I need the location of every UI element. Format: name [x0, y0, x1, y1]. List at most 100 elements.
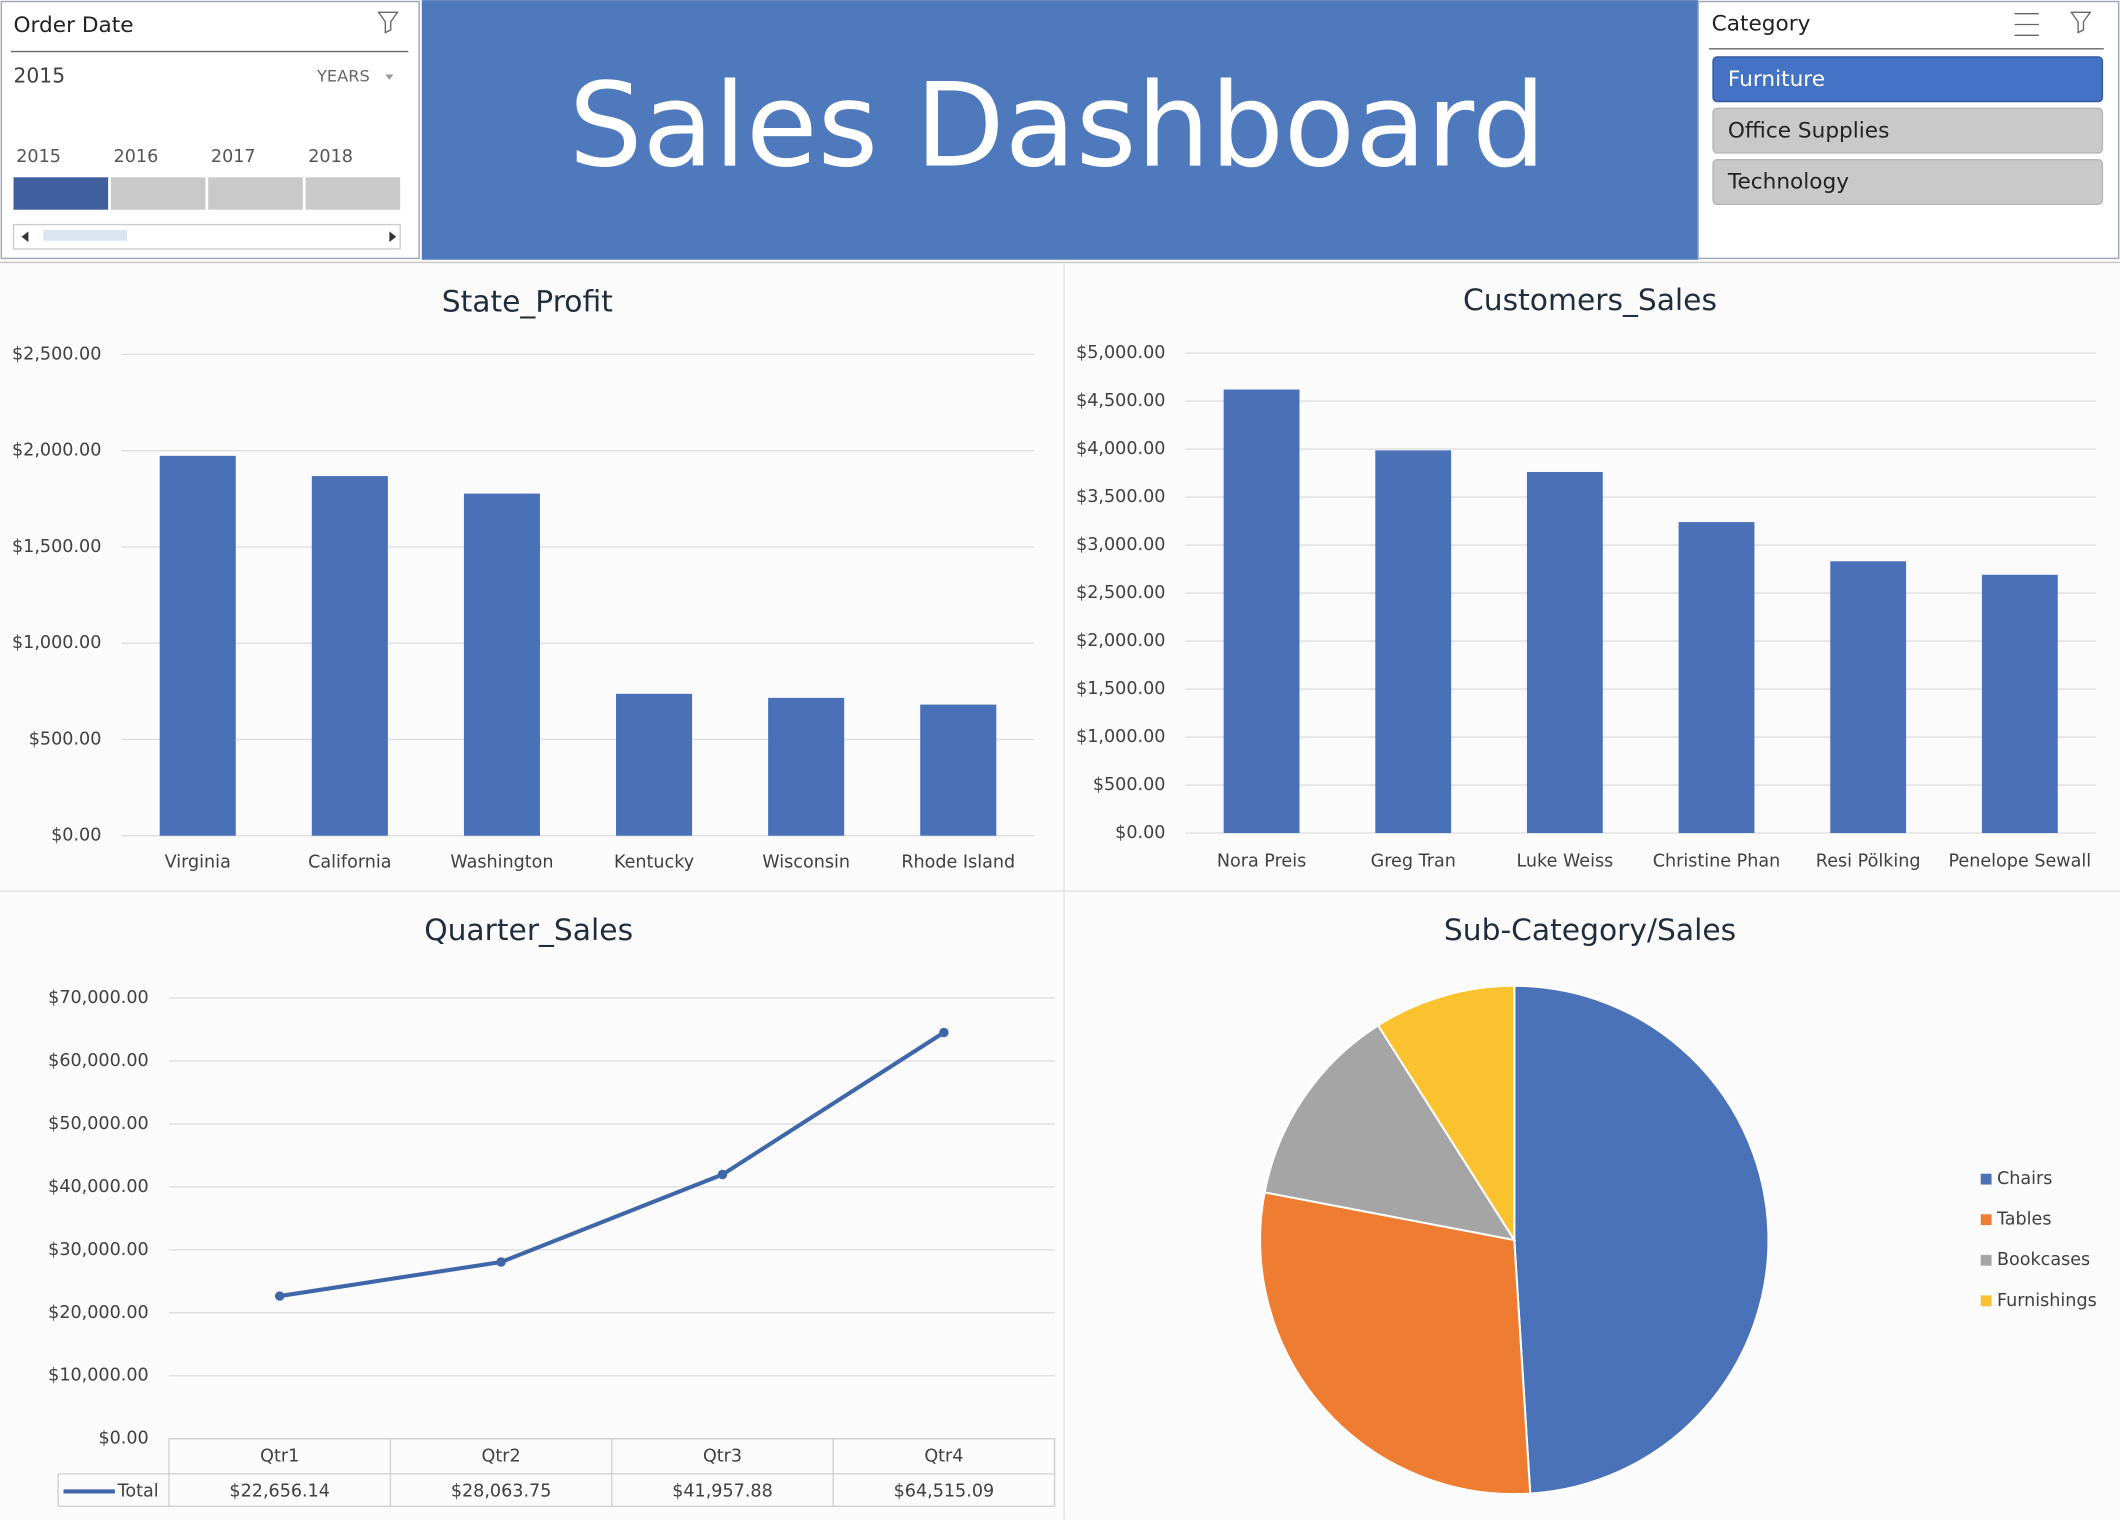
multi-select-icon[interactable] — [2014, 12, 2039, 36]
clear-filter-icon[interactable] — [2070, 11, 2092, 34]
y-tick-label: $1,500.00 — [1076, 679, 1165, 699]
scroll-thumb[interactable] — [43, 230, 128, 241]
chart-title: Quarter_Sales — [424, 913, 633, 948]
y-tick-label: $2,500.00 — [12, 344, 101, 364]
y-tick-label: $30,000.00 — [48, 1240, 149, 1260]
x-tick-label: Luke Weiss — [1516, 851, 1613, 871]
bar — [1830, 561, 1907, 834]
chart-title: State_Profit — [442, 285, 613, 320]
x-tick-label: Washington — [450, 853, 553, 873]
legend-label: Tables — [1996, 1210, 2052, 1230]
y-tick-label: $10,000.00 — [48, 1366, 149, 1386]
pie-slice — [1376, 984, 1516, 1244]
y-tick-label: $40,000.00 — [48, 1177, 149, 1197]
year-tile[interactable] — [208, 177, 303, 210]
legend-swatch — [1980, 1214, 1992, 1226]
slicer-frame — [0, 0, 420, 260]
x-tick-label: Rhode Island — [901, 853, 1015, 873]
year-tile[interactable] — [110, 177, 206, 210]
legend-label: Total — [117, 1481, 159, 1501]
y-tick-label: $500.00 — [1093, 775, 1166, 795]
bar — [159, 455, 236, 836]
pie-slice — [1263, 1023, 1517, 1242]
x-tick-label: Qtr1 — [260, 1446, 299, 1466]
year-label: 2016 — [114, 147, 159, 167]
table-value: $22,656.14 — [229, 1481, 330, 1501]
line — [279, 1030, 945, 1299]
slicer-selection: 2015 — [14, 64, 66, 88]
table-value: $64,515.09 — [894, 1481, 995, 1501]
pie-slice — [1513, 984, 1770, 1495]
y-tick-label: $2,000.00 — [12, 441, 101, 461]
slicer-item-label[interactable]: Technology — [1727, 170, 1849, 195]
slicer-title: Category — [1712, 11, 1811, 36]
x-tick-label: Greg Tran — [1371, 851, 1456, 871]
y-tick-label: $70,000.00 — [48, 988, 149, 1008]
year-label: 2017 — [211, 147, 256, 167]
bar — [1678, 522, 1755, 834]
x-tick-label: Christine Phan — [1653, 851, 1781, 871]
x-tick-label: Wisconsin — [762, 853, 850, 873]
year-tile[interactable] — [305, 177, 401, 210]
bar — [1375, 450, 1452, 834]
line-marker — [274, 1291, 285, 1301]
bar — [768, 697, 845, 836]
y-tick-label: $500.00 — [29, 729, 102, 749]
x-tick-label: Kentucky — [614, 853, 694, 873]
pie-slice — [1259, 1191, 1532, 1496]
y-tick-label: $1,000.00 — [1076, 727, 1165, 747]
slicer-item[interactable] — [1712, 56, 2104, 103]
scrollbar[interactable] — [12, 223, 401, 250]
legend-label: Furnishings — [1997, 1291, 2097, 1311]
dashboard-title: Sales Dashboard — [569, 59, 1546, 194]
y-tick-label: $50,000.00 — [48, 1114, 149, 1134]
legend-swatch — [1980, 1295, 1992, 1307]
bar — [1223, 389, 1300, 834]
clear-filter-icon[interactable] — [377, 11, 399, 34]
legend-swatch — [1980, 1173, 1992, 1185]
chart-title: Customers_Sales — [1463, 283, 1717, 318]
y-tick-label: $3,500.00 — [1076, 487, 1165, 507]
x-tick-label: Nora Preis — [1217, 851, 1306, 871]
line-marker — [717, 1169, 728, 1180]
x-tick-label: Qtr4 — [924, 1446, 963, 1466]
slicer-item[interactable] — [1712, 107, 2104, 154]
time-level[interactable]: YEARS — [316, 67, 370, 86]
line-marker — [496, 1257, 506, 1267]
bar — [311, 476, 388, 836]
legend-label: Bookcases — [1997, 1250, 2090, 1270]
dropdown-arrow[interactable] — [385, 74, 394, 80]
x-tick-label: Qtr2 — [482, 1446, 521, 1466]
legend-swatch — [1980, 1254, 1992, 1266]
y-tick-label: $5,000.00 — [1076, 343, 1165, 363]
bar — [920, 704, 997, 836]
slicer-item-label[interactable]: Office Supplies — [1728, 118, 1889, 143]
scroll-left[interactable] — [21, 231, 29, 243]
slicer-item[interactable] — [1712, 159, 2104, 205]
y-tick-label: $20,000.00 — [48, 1303, 149, 1323]
table-value: $41,957.88 — [672, 1481, 773, 1501]
category-slicer: Category Furniture Office Supplies Technol… — [1697, 0, 2120, 260]
x-tick-label: Qtr3 — [703, 1446, 742, 1466]
order-date-slicer: Order Date 2015 YEARS 2015 2016 2017 2018 — [0, 0, 420, 260]
bar — [463, 493, 540, 836]
bar — [1526, 471, 1603, 834]
x-tick-label: Penelope Sewall — [1948, 851, 2091, 871]
y-tick-label: $2,500.00 — [1076, 583, 1165, 603]
slicer-title: Order Date — [14, 13, 134, 38]
chart-title: Sub-Category/Sales — [1444, 913, 1736, 948]
year-tile[interactable] — [13, 177, 109, 210]
y-tick-label: $60,000.00 — [48, 1051, 149, 1071]
slicer-item-label[interactable]: Furniture — [1728, 67, 1825, 92]
table-value: $28,063.75 — [451, 1481, 552, 1501]
y-tick-label: $0.00 — [98, 1429, 148, 1449]
line-marker — [939, 1027, 949, 1038]
y-tick-label: $4,500.00 — [1076, 391, 1165, 411]
year-label: 2018 — [308, 147, 353, 167]
scroll-right[interactable] — [389, 231, 397, 243]
y-tick-label: $1,500.00 — [12, 537, 101, 557]
x-tick-label: California — [308, 853, 391, 873]
x-tick-label: Resi Pölking — [1816, 851, 1921, 871]
